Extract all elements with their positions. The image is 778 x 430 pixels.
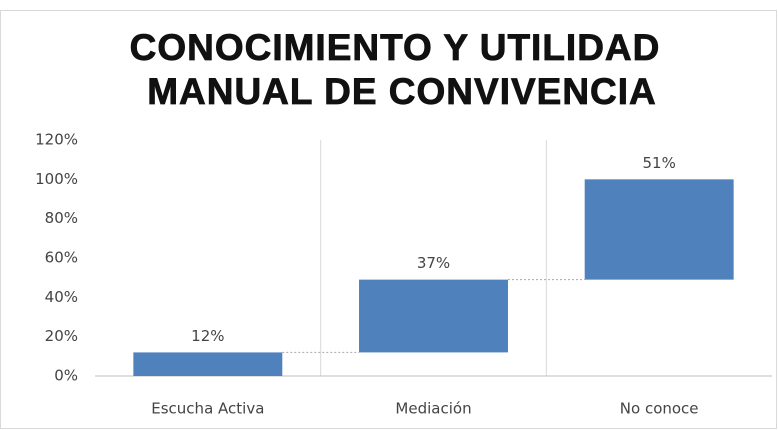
y-tick-label: 40% <box>45 288 78 306</box>
bar <box>584 179 734 280</box>
y-tick-label: 60% <box>45 249 78 267</box>
y-tick-label: 100% <box>35 170 78 188</box>
y-tick-label: 0% <box>54 367 78 385</box>
x-tick-label: Mediación <box>395 400 471 418</box>
y-tick-label: 120% <box>35 131 78 149</box>
chart-frame <box>0 10 777 429</box>
data-label: 37% <box>417 254 450 272</box>
x-tick-label: Escucha Activa <box>151 400 264 418</box>
x-tick-label: No conoce <box>620 400 699 418</box>
chart-title: CONOCIMIENTO Y UTILIDAD <box>130 27 661 68</box>
data-label: 51% <box>642 154 675 172</box>
bar <box>133 352 283 376</box>
y-tick-label: 80% <box>45 209 78 227</box>
chart-title: MANUAL DE CONVIVENCIA <box>147 71 657 112</box>
data-label: 12% <box>191 327 224 345</box>
y-tick-label: 20% <box>45 327 78 345</box>
bar <box>359 279 508 353</box>
